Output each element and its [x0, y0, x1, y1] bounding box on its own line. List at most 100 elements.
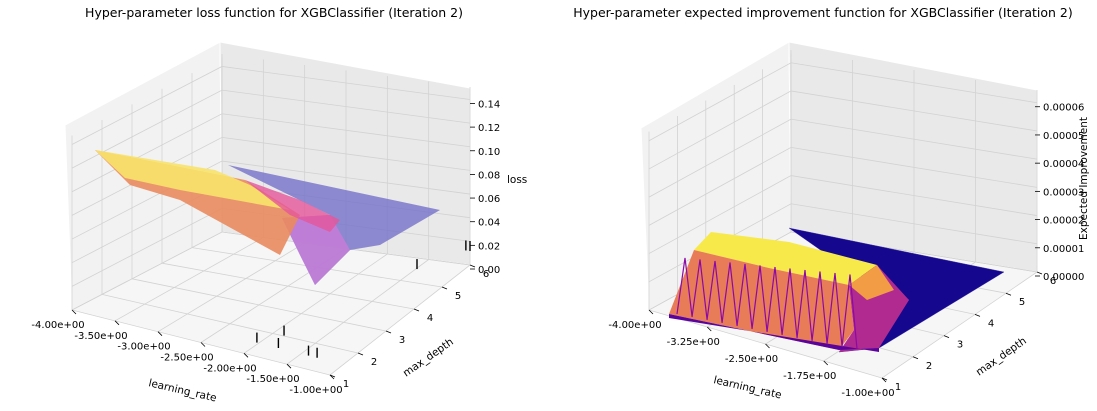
wall-grid-z: [71, 136, 471, 216]
z-tick-label: 0.00005: [1043, 131, 1084, 142]
z-tick-label: 0.00003: [1043, 187, 1084, 198]
z-axis-label: Expected Improvement: [1078, 117, 1090, 240]
wall-grid-z: [71, 66, 471, 145]
floor-grid-x: [114, 237, 264, 322]
ei-front-facet: [751, 265, 768, 332]
y-axis-ticks: 1 2 3 4 5 6: [329, 264, 489, 390]
wall-grid-z: [648, 146, 1038, 226]
z-axis-ticks: 0.00 0.02 0.04 0.06 0.08 0.10 0.12 0.14: [470, 99, 500, 276]
z-tick-label: 0.06: [478, 194, 500, 205]
ei-orange-slope: [849, 265, 894, 300]
x-tick-label: -3.25e+00: [667, 337, 720, 348]
z-tick-label: 0.08: [478, 170, 500, 181]
x-tick-mark: [706, 326, 712, 332]
x-tick-label: -1.75e+00: [783, 371, 836, 382]
x-tick-label: -3.00e+00: [117, 342, 170, 353]
x-tick-label: -4.00e+00: [31, 320, 84, 331]
floor-grid-x: [286, 259, 429, 365]
ei-front-facet: [826, 272, 843, 347]
y-tick-label: 5: [455, 291, 461, 302]
y-tick-label: 5: [1019, 297, 1025, 308]
floor-grid-x: [243, 253, 388, 354]
z-tick-label: 0.00006: [1043, 103, 1084, 114]
y-tick-label: 6: [1050, 276, 1056, 287]
ei-front-facet: [706, 260, 723, 323]
x-tick-mark: [648, 309, 654, 315]
floor-grid-x: [329, 264, 471, 376]
y-tick-label: 4: [988, 318, 994, 329]
loss-chart-title: Hyper-parameter loss function for XGBCla…: [85, 5, 463, 20]
x-tick-label: -4.00e+00: [608, 320, 661, 331]
x-axis-label: learning_rate: [147, 377, 217, 404]
ei-surface: [669, 227, 1005, 353]
x-tick-label: -3.50e+00: [74, 331, 127, 342]
y-tick-mark: [912, 356, 919, 360]
ei-chart-title: Hyper-parameter expected improvement fun…: [573, 5, 1073, 20]
ei-chart-panel: Hyper-parameter expected improvement fun…: [549, 0, 1097, 411]
floor-grid-x: [881, 271, 1038, 379]
z-tick-label: 0.00002: [1043, 216, 1084, 227]
x-tick-label: -1.00e+00: [841, 388, 894, 399]
loss-surface-yellow: [95, 150, 290, 210]
y-tick-label: 6: [483, 269, 489, 280]
y-axis-label: max_depth: [974, 335, 1029, 379]
z-tick-label: 0.14: [478, 99, 500, 110]
y-tick-mark: [413, 308, 420, 312]
z-axis-label: loss: [507, 174, 527, 186]
x-axis-ticks: -4.00e+00-3.50e+00-3.00e+00-2.50e+00-2.0…: [31, 309, 343, 396]
y-tick-label: 2: [371, 357, 377, 368]
y-tick-label: 3: [957, 340, 963, 351]
loss-chart-panel: Hyper-parameter loss function for XGBCla…: [0, 0, 548, 411]
z-axis-ticks: 0.00000 0.00001 0.00002 0.00003 0.00004 0.000…: [1035, 103, 1084, 283]
z-tick-label: 0.00000: [1043, 272, 1084, 283]
y-axis-label: max_depth: [401, 336, 456, 380]
x-tick-label: -1.00e+00: [289, 385, 342, 396]
y-tick-label: 2: [926, 361, 932, 372]
x-axis-ticks: -4.00e+00 -3.25e+00 -2.50e+00 -1.75e+00 -1.0…: [608, 309, 895, 399]
wall-grid-z: [71, 231, 471, 311]
y-tick-mark: [1036, 271, 1043, 275]
x-axis-label: learning_rate: [712, 374, 782, 401]
y-tick-mark: [329, 374, 336, 378]
ei-front-facet: [676, 257, 693, 317]
x-tick-label: -1.50e+00: [246, 374, 299, 385]
x-tick-mark: [765, 343, 770, 349]
ei-front-facet: [811, 271, 828, 344]
y-axis-ticks: 1 2 3 4 5 6: [881, 271, 1056, 393]
wall-grid-z: [71, 89, 471, 169]
x-tick-mark: [243, 353, 249, 358]
wall-grid-z: [648, 118, 1038, 198]
wall-grid-z: [648, 62, 1038, 142]
ei-front-face: [669, 250, 854, 350]
y-tick-label: 1: [343, 379, 349, 390]
y-tick-mark: [441, 286, 448, 290]
ei-front-facet: [841, 274, 858, 350]
wall-grid-z: [648, 175, 1038, 254]
y-tick-mark: [357, 352, 364, 356]
y-tick-mark: [1005, 292, 1012, 296]
loss-surface-pink: [245, 180, 340, 232]
wall-grid-z: [71, 160, 471, 240]
y-tick-mark: [385, 330, 392, 334]
x-tick-mark: [114, 320, 120, 326]
z-tick-label: 0.02: [478, 241, 500, 252]
ei-front-facet: [781, 268, 798, 338]
y-tick-mark: [974, 314, 981, 317]
x-tick-label: -2.00e+00: [203, 363, 256, 374]
x-tick-mark: [823, 360, 829, 366]
ei-front-shading: [676, 257, 858, 350]
ei-front-facet: [691, 259, 708, 320]
ei-3d-plot: -4.00e+00 -3.25e+00 -2.50e+00 -1.75e+00 -1.0…: [608, 41, 1090, 402]
z-tick-label: 0.10: [478, 147, 500, 158]
z-tick-label: 0.12: [478, 123, 500, 134]
x-tick-mark: [200, 342, 206, 347]
ei-front-facet: [766, 266, 783, 335]
ei-front-facet: [736, 263, 753, 329]
x-tick-mark: [71, 309, 77, 315]
ei-top-surface: [694, 232, 877, 285]
ei-front-facet: [721, 262, 738, 326]
ei-front-facet: [796, 269, 813, 341]
y-tick-label: 3: [399, 335, 405, 346]
x-tick-mark: [157, 331, 163, 336]
z-tick-label: 0.04: [478, 218, 500, 229]
